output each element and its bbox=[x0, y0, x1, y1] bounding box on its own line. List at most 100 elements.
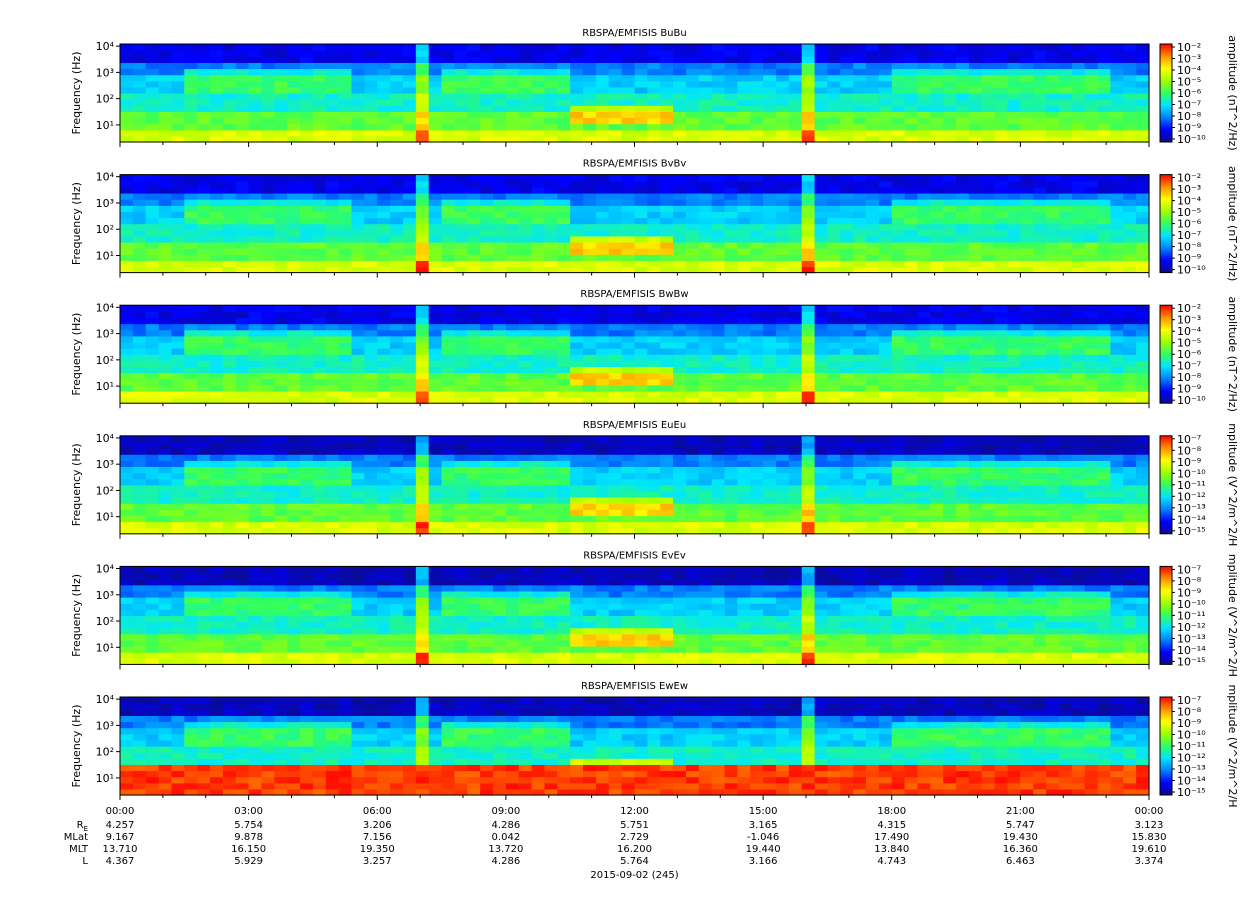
heatmap-cell bbox=[377, 485, 390, 492]
heatmap-cell bbox=[1123, 99, 1136, 106]
heatmap-cell bbox=[467, 515, 480, 522]
heatmap-cell bbox=[725, 199, 738, 206]
heatmap-cell bbox=[635, 62, 648, 69]
heatmap-cell bbox=[596, 485, 609, 492]
heatmap-cell bbox=[840, 260, 853, 267]
heatmap-cell bbox=[429, 366, 442, 373]
heatmap-cell bbox=[570, 336, 583, 343]
heatmap-cell bbox=[763, 69, 776, 76]
heatmap-cell bbox=[377, 491, 390, 498]
heatmap-cell bbox=[879, 515, 892, 522]
heatmap-cell bbox=[544, 62, 557, 69]
heatmap-cell bbox=[750, 448, 763, 455]
heatmap-cell bbox=[454, 479, 467, 486]
heatmap-cell bbox=[403, 75, 416, 82]
heatmap-cell bbox=[956, 50, 969, 57]
heatmap-cell bbox=[274, 522, 287, 529]
heatmap-cell bbox=[532, 254, 545, 261]
heatmap-cell bbox=[1085, 248, 1098, 255]
heatmap-cell bbox=[390, 354, 403, 361]
heatmap-cell bbox=[583, 360, 596, 367]
heatmap-cell bbox=[274, 485, 287, 492]
heatmap-cell bbox=[146, 118, 159, 125]
heatmap-cell bbox=[879, 93, 892, 100]
heatmap-cell bbox=[429, 56, 442, 63]
heatmap-cell bbox=[943, 230, 956, 237]
heatmap-cell bbox=[917, 175, 930, 182]
heatmap-cell bbox=[442, 175, 455, 182]
heatmap-cell bbox=[532, 236, 545, 243]
heatmap-cell bbox=[377, 118, 390, 125]
heatmap-cell bbox=[776, 56, 789, 63]
heatmap-cell bbox=[480, 93, 493, 100]
heatmap-cell bbox=[146, 509, 159, 516]
heatmap-cell bbox=[815, 230, 828, 237]
heatmap-cell bbox=[377, 497, 390, 504]
heatmap-cell bbox=[660, 336, 673, 343]
heatmap-cell bbox=[840, 248, 853, 255]
heatmap-cell bbox=[737, 62, 750, 69]
heatmap-cell bbox=[737, 360, 750, 367]
heatmap-cell bbox=[442, 224, 455, 231]
heatmap-cell bbox=[1072, 69, 1085, 76]
heatmap-cell bbox=[120, 224, 133, 231]
heatmap-cell bbox=[159, 522, 172, 529]
heatmap-cell bbox=[416, 311, 429, 318]
heatmap-cell bbox=[802, 305, 815, 312]
heatmap-cell bbox=[429, 466, 442, 473]
heatmap-cell bbox=[454, 124, 467, 131]
heatmap-cell bbox=[815, 379, 828, 386]
heatmap-cell bbox=[326, 448, 339, 455]
heatmap-cell bbox=[712, 509, 725, 516]
heatmap-cell bbox=[596, 111, 609, 118]
heatmap-cell bbox=[969, 44, 982, 51]
heatmap-cell bbox=[622, 99, 635, 106]
heatmap-cell bbox=[544, 485, 557, 492]
heatmap-cell bbox=[737, 442, 750, 449]
heatmap-cell bbox=[159, 373, 172, 380]
heatmap-cell bbox=[171, 260, 184, 267]
heatmap-cell bbox=[827, 181, 840, 188]
heatmap-cell bbox=[390, 342, 403, 349]
panel-title: RBSPA/EMFISIS BvBv bbox=[583, 159, 687, 170]
heatmap-cell bbox=[943, 187, 956, 194]
heatmap-cell bbox=[493, 248, 506, 255]
heatmap-cell bbox=[840, 224, 853, 231]
heatmap-cell bbox=[261, 230, 274, 237]
heatmap-cell bbox=[905, 75, 918, 82]
heatmap-cell bbox=[635, 460, 648, 467]
heatmap-cell bbox=[840, 93, 853, 100]
heatmap-cell bbox=[557, 187, 570, 194]
heatmap-cell bbox=[789, 69, 802, 76]
heatmap-cell bbox=[583, 509, 596, 516]
heatmap-cell bbox=[570, 236, 583, 243]
heatmap-cell bbox=[737, 205, 750, 212]
heatmap-cell bbox=[223, 515, 236, 522]
heatmap-cell bbox=[171, 111, 184, 118]
heatmap-cell bbox=[197, 360, 210, 367]
heatmap-cell bbox=[802, 311, 815, 318]
heatmap-cell bbox=[763, 199, 776, 206]
heatmap-cell bbox=[995, 93, 1008, 100]
heatmap-cell bbox=[1008, 99, 1021, 106]
heatmap-cell bbox=[840, 366, 853, 373]
heatmap-cell bbox=[544, 56, 557, 63]
heatmap-cell bbox=[1008, 50, 1021, 57]
heatmap-cell bbox=[377, 56, 390, 63]
heatmap-cell bbox=[699, 373, 712, 380]
heatmap-cell bbox=[1085, 124, 1098, 131]
heatmap-cell bbox=[429, 317, 442, 324]
heatmap-cell bbox=[210, 354, 223, 361]
heatmap-cell bbox=[995, 254, 1008, 261]
heatmap-cell bbox=[1033, 242, 1046, 249]
heatmap-cell bbox=[1085, 330, 1098, 337]
heatmap-cell bbox=[519, 44, 532, 51]
heatmap-cell bbox=[905, 211, 918, 218]
heatmap-cell bbox=[635, 317, 648, 324]
heatmap-cell bbox=[274, 442, 287, 449]
heatmap-cell bbox=[802, 44, 815, 51]
heatmap-cell bbox=[827, 479, 840, 486]
heatmap-cell bbox=[917, 217, 930, 224]
heatmap-cell bbox=[274, 93, 287, 100]
heatmap-cell bbox=[763, 348, 776, 355]
